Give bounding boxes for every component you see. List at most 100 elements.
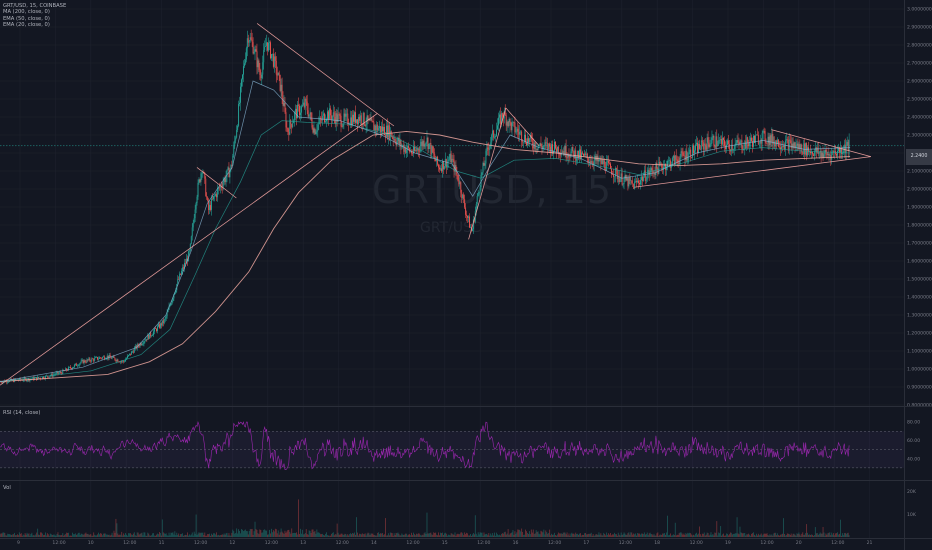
candle-body	[339, 114, 341, 116]
candle-body	[696, 142, 697, 145]
volume-bar	[832, 534, 834, 537]
time-axis-label: 19	[725, 541, 731, 546]
volume-bar	[511, 532, 513, 537]
volume-bar	[754, 534, 755, 537]
time-axis-label: 13	[300, 541, 307, 546]
candle-body	[154, 328, 156, 332]
volume-bar	[272, 532, 273, 537]
volume-bar	[171, 532, 173, 537]
legend-ema50[interactable]: EMA (50, close, 0)	[3, 15, 50, 22]
series-line-ema20	[0, 80, 851, 382]
candle-body	[554, 141, 555, 151]
candle-body	[414, 149, 416, 152]
candle-body	[777, 139, 779, 145]
candle-body	[522, 141, 524, 143]
candle-body	[621, 173, 623, 185]
candle-body	[717, 144, 719, 147]
candle-body	[434, 153, 436, 159]
pane-separator[interactable]	[0, 480, 932, 481]
volume-bar	[586, 534, 588, 537]
legend-symbol[interactable]: GRT/USD, 15, COINBASE	[3, 3, 67, 9]
candle-body	[173, 294, 175, 299]
volume-bar	[168, 532, 170, 537]
volume-bar	[322, 533, 324, 537]
candle-body	[430, 143, 432, 155]
volume-bar	[62, 533, 64, 537]
candle-body	[204, 172, 206, 179]
volume-bar	[842, 535, 844, 537]
candle-body	[32, 377, 34, 379]
candle-body	[797, 143, 799, 150]
candle-body	[145, 339, 147, 341]
legend-ema20[interactable]: EMA (20, close, 0)	[3, 22, 50, 29]
candle-body	[691, 157, 693, 158]
volume-bar	[319, 533, 321, 537]
candle-body	[636, 180, 638, 183]
candle-body	[811, 151, 813, 155]
volume-pane[interactable]: 20K 10K Vol	[0, 481, 917, 538]
candle-body	[2, 381, 4, 383]
candle-body	[541, 146, 543, 149]
candle-body	[120, 361, 122, 363]
volume-bar	[353, 533, 354, 537]
pane-separator[interactable]	[0, 406, 932, 407]
candle-body	[22, 380, 24, 381]
candle-body	[312, 127, 314, 133]
volume-bar	[581, 535, 582, 537]
candle-body	[73, 364, 75, 367]
candle-body	[654, 172, 656, 175]
candle-body	[371, 118, 373, 122]
candle-body	[287, 128, 289, 132]
volume-axis-label: 20K	[907, 489, 917, 495]
candle-body	[475, 203, 477, 212]
volume-bar	[148, 533, 150, 537]
candle-body	[651, 168, 653, 171]
volume-bar	[56, 533, 58, 537]
candle-body	[245, 48, 247, 60]
volume-bar	[7, 533, 9, 537]
legend-vol[interactable]: Vol	[3, 485, 11, 491]
volume-bar	[263, 529, 265, 537]
volume-bar	[187, 532, 188, 537]
candle-body	[782, 146, 783, 148]
legend-ma[interactable]: MA (200, close, 0)	[3, 9, 50, 16]
price-pane[interactable]: GRTUSD, 15 GRT/USD 3.00000000 2.90000000 2…	[0, 0, 932, 409]
rsi-pane[interactable]: 80.00 60.00 40.00 RSI (14, close)	[0, 407, 920, 480]
candle-body	[211, 198, 213, 210]
candle-body	[527, 138, 529, 143]
candle-body	[44, 375, 46, 379]
volume-bar	[705, 534, 707, 537]
time-axis[interactable]: 9 12:00 10 12:00 11 12:00 12 12:00 13 12:00 14 12:0…	[0, 539, 904, 550]
volume-bar	[418, 533, 420, 537]
volume-bar	[605, 535, 607, 537]
volume-bar	[464, 532, 466, 537]
candle-body	[643, 170, 645, 177]
candle-body	[443, 166, 445, 170]
price-chart-svg[interactable]: 3.000000002.900000002.800000002.70000000…	[0, 0, 932, 409]
candle-body	[767, 136, 769, 144]
volume-bar	[239, 530, 240, 537]
volume-bar	[120, 534, 122, 537]
volume-bar	[227, 535, 229, 537]
candle-body	[180, 273, 182, 275]
candle-body	[55, 372, 57, 375]
volume-bar	[304, 533, 306, 537]
candle-body	[437, 156, 439, 165]
candle-body	[398, 137, 400, 144]
candle-body	[776, 140, 778, 145]
candle-body	[397, 137, 399, 141]
volume-bar	[582, 534, 583, 537]
candle-body	[356, 119, 357, 123]
candle-body	[701, 140, 703, 143]
volume-bar	[116, 523, 118, 537]
candle-body	[234, 140, 236, 145]
volume-bar	[326, 532, 327, 537]
volume-bar	[324, 535, 325, 537]
volume-bar	[58, 534, 60, 537]
legend-rsi[interactable]: RSI (14, close)	[3, 410, 41, 416]
candle-body	[80, 360, 82, 363]
volume-bar	[507, 529, 509, 537]
volume-bar	[317, 532, 319, 537]
